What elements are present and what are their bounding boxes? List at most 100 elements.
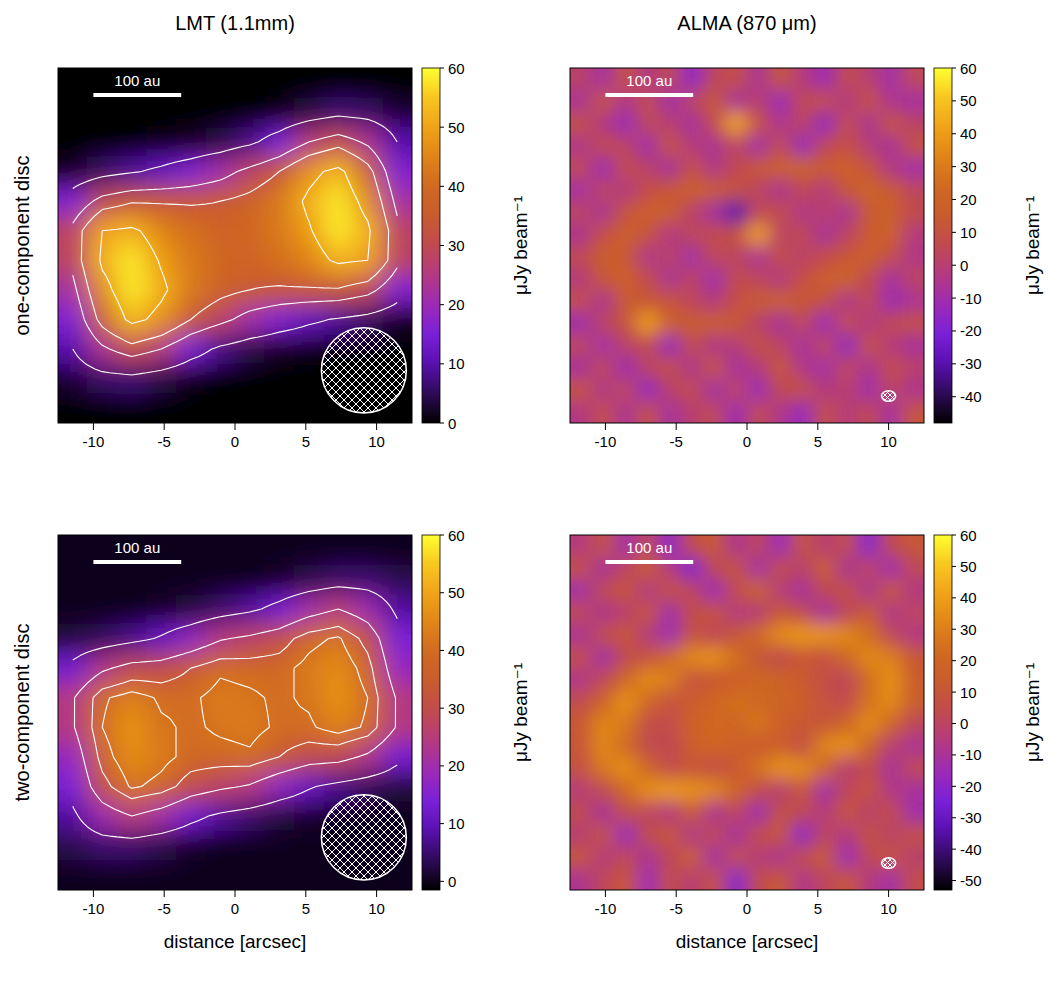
heatmap-cell <box>880 668 903 691</box>
heatmap-cell <box>383 275 413 305</box>
heatmap-cell <box>294 275 324 305</box>
colorbar-tick-label: -20 <box>960 778 982 795</box>
heatmap-cell <box>58 305 88 335</box>
x-tick-label: 0 <box>743 433 751 450</box>
heatmap-cell <box>294 653 324 683</box>
heatmap-cell <box>902 801 924 824</box>
heatmap-cell <box>836 801 859 824</box>
heatmap-cell <box>836 112 859 135</box>
heatmap-cell <box>265 535 295 565</box>
heatmap-cell <box>206 831 236 861</box>
heatmap-cell <box>659 401 682 423</box>
heatmap-cell <box>570 868 593 890</box>
heatmap-cell <box>383 157 413 187</box>
heatmap-cell <box>836 356 859 379</box>
heatmap-cell <box>592 602 615 625</box>
heatmap-cell <box>176 624 206 654</box>
heatmap-cell <box>747 579 770 602</box>
heatmap-cell <box>294 713 324 743</box>
colorbar-tick <box>440 881 444 882</box>
heatmap-cell <box>880 868 903 890</box>
heatmap-cell <box>592 690 615 713</box>
heatmap-cell <box>725 356 748 379</box>
heatmap-cell <box>659 246 682 269</box>
heatmap-cell <box>880 846 903 869</box>
x-tick <box>747 423 748 430</box>
heatmap-cell <box>791 201 814 224</box>
heatmap-cell <box>747 201 770 224</box>
heatmap-cell <box>725 268 748 291</box>
x-tick <box>164 423 165 430</box>
colorbar-tick-label: 50 <box>448 584 465 601</box>
colorbar-tick-label: 0 <box>960 257 968 274</box>
scale-bar <box>93 560 181 564</box>
heatmap-cell <box>636 290 659 313</box>
heatmap-cell <box>769 356 792 379</box>
heatmap-cell <box>592 579 615 602</box>
colorbar-tick-label: 40 <box>448 642 465 659</box>
heatmap-cell <box>681 223 704 246</box>
heatmap-cell <box>592 668 615 691</box>
heatmap-cell <box>294 535 324 565</box>
heatmap-cell <box>747 690 770 713</box>
colorbar-tick-label: 30 <box>960 158 977 175</box>
heatmap-cell <box>88 683 118 713</box>
colorbar-tick-label: 40 <box>960 589 977 606</box>
heatmap-cell <box>681 401 704 423</box>
heatmap-cell <box>813 157 836 180</box>
heatmap-cell <box>769 646 792 669</box>
x-tick <box>235 423 236 430</box>
heatmap-cell <box>725 757 748 780</box>
heatmap-cell <box>902 713 924 736</box>
heatmap-cell <box>206 565 236 595</box>
heatmap-cell <box>703 68 726 91</box>
heatmap-cell <box>880 246 903 269</box>
colorbar-tick-label: 0 <box>960 715 968 732</box>
x-tick-label: 0 <box>231 900 239 917</box>
colorbar-tick <box>440 186 444 187</box>
x-tick <box>888 890 889 897</box>
x-tick <box>747 890 748 897</box>
heatmap <box>58 68 412 423</box>
heatmap-cell <box>703 735 726 758</box>
heatmap-cell <box>294 624 324 654</box>
heatmap-cell <box>614 312 637 335</box>
heatmap-cell <box>703 135 726 158</box>
heatmap-cell <box>791 713 814 736</box>
heatmap-cell <box>769 179 792 202</box>
colorbar-tick <box>952 597 956 598</box>
x-tick-label: 5 <box>814 900 822 917</box>
x-tick-label: -5 <box>158 900 171 917</box>
heatmap-cell <box>902 624 924 647</box>
heatmap-cell <box>902 223 924 246</box>
heatmap-cell <box>902 356 924 379</box>
heatmap-cell <box>813 268 836 291</box>
heatmap-cell <box>791 157 814 180</box>
heatmap-cell <box>902 668 924 691</box>
colorbar-tick <box>952 880 956 881</box>
heatmap-cell <box>265 216 295 246</box>
heatmap-cell <box>769 757 792 780</box>
heatmap-cell <box>769 135 792 158</box>
heatmap-cell <box>570 846 593 869</box>
heatmap-cell <box>813 356 836 379</box>
heatmap-cell <box>636 356 659 379</box>
heatmap-cell <box>703 846 726 869</box>
heatmap-cell <box>791 246 814 269</box>
heatmap-cell <box>659 356 682 379</box>
heatmap-cell <box>614 201 637 224</box>
heatmap-cell <box>88 624 118 654</box>
heatmap-cell <box>703 334 726 357</box>
heatmap-cell <box>235 186 265 216</box>
heatmap-cell <box>176 831 206 861</box>
x-axis-title: distance [arcsec] <box>164 931 307 952</box>
heatmap-cell <box>88 98 118 128</box>
heatmap-cell <box>769 557 792 580</box>
heatmap-cell <box>592 379 615 402</box>
heatmap-cell <box>614 223 637 246</box>
heatmap-cell <box>813 401 836 423</box>
heatmap-cell <box>813 68 836 91</box>
heatmap-cell <box>88 305 118 335</box>
colorbar-tick-label: -40 <box>960 841 982 858</box>
heatmap-cell <box>614 290 637 313</box>
